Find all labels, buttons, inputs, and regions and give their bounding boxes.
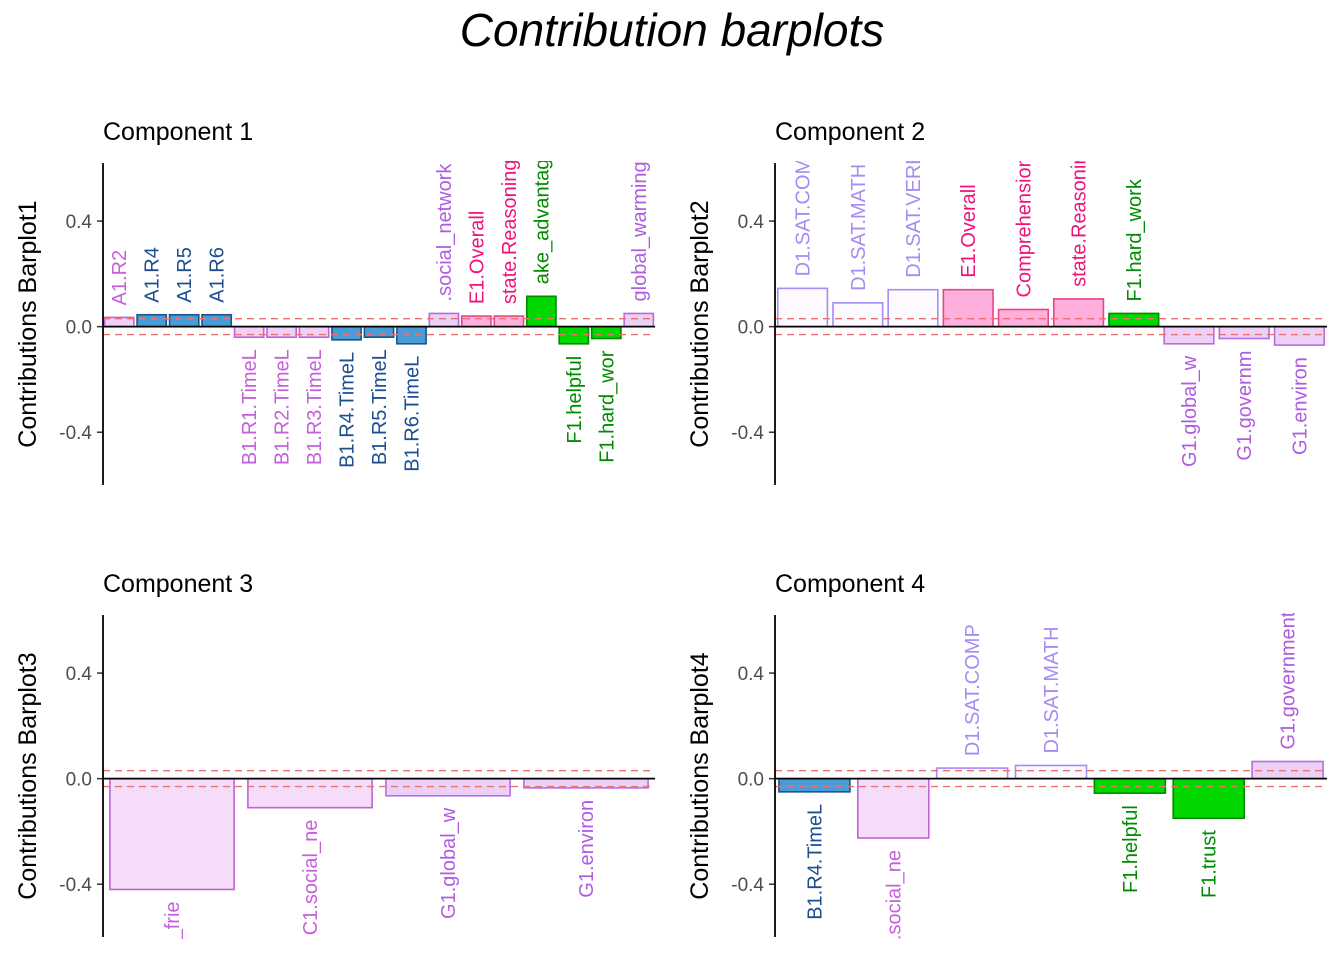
bar-label: .social_network <box>434 163 456 302</box>
bar-label: B1.R4.TimeL <box>804 804 826 920</box>
bar-label: G1.global_w <box>1179 355 1201 467</box>
bar-label: D1.SAT.MATH <box>1041 626 1063 753</box>
bar-label: F1.trust <box>1199 830 1221 898</box>
bar <box>1052 298 1105 328</box>
bar-label: D1.SAT.VERBAL <box>903 127 925 278</box>
bar-labels: D1.SAT.COMP D1.SAT.MATH D1.SAT.VERBAL E1.Ov… <box>793 127 1312 467</box>
bar-label: B1.R6.TimeL <box>401 356 423 472</box>
bar-label: state.Reasoning <box>499 160 521 305</box>
bar-label: A1.R4 <box>142 247 164 303</box>
bar-label: F1.hard_wor <box>596 350 618 463</box>
y-tick-label: 0.4 <box>738 212 765 233</box>
bar <box>935 767 1009 780</box>
bar <box>363 325 395 338</box>
bar-label: E1.Overall <box>466 211 488 304</box>
bar <box>298 325 330 338</box>
y-tick-label: -0.4 <box>731 875 764 896</box>
bar <box>1273 325 1326 346</box>
bar-label: G1.government <box>1278 611 1300 749</box>
bar-label: C1.social_ne <box>883 850 905 960</box>
bar-label: G1.governm <box>1234 351 1256 461</box>
y-axis-title: Contributions Barplot4 <box>686 652 714 899</box>
y-tick-label: -0.4 <box>731 423 764 444</box>
bar <box>247 777 373 809</box>
bar <box>168 313 200 328</box>
bar <box>1218 325 1270 340</box>
panel-4: Component 4 Contributions Barplot4 -0.4 0.0… <box>686 570 1327 960</box>
bar-label: B1.R3.TimeL <box>304 349 326 465</box>
bar <box>525 295 557 328</box>
bar <box>428 312 460 328</box>
y-tick-label: 0.0 <box>738 318 764 339</box>
y-tick-label: 0.4 <box>738 664 765 685</box>
bar <box>623 312 655 328</box>
bar <box>887 288 939 328</box>
panel-title: Component 2 <box>775 118 925 146</box>
bar-label: F1.hard_work <box>1124 178 1146 301</box>
panel-2: Component 2 Contributions Barplot2 -0.4 0.0… <box>686 118 1327 485</box>
y-tick-label: -0.4 <box>59 875 92 896</box>
bar-labels: A1.R2 A1.R4 A1.R5 A1.R6 B1.R1.TimeL B1.R2.Tim… <box>109 147 651 472</box>
bar-label: G1.global_w <box>438 807 460 919</box>
bar-label: B1.R5.TimeL <box>369 349 391 465</box>
bar-label: B1.R4.TimeL <box>337 352 359 468</box>
y-tick-label: 0.4 <box>66 212 93 233</box>
bar-label: A1.R2 <box>109 250 131 306</box>
panel-title: Component 1 <box>103 118 253 146</box>
bar <box>460 315 492 328</box>
bar-label: A1.R5 <box>174 247 196 303</box>
figure-title: Contribution barplots <box>460 4 884 56</box>
bar <box>266 325 298 338</box>
y-axis-title: Contributions Barplot3 <box>14 652 42 899</box>
y-tick-label: 0.4 <box>66 664 93 685</box>
bar-labels: C1.close_frie C1.social_ne G1.global_w G1.e… <box>162 800 598 960</box>
bar-label: C1.social_ne <box>300 820 322 936</box>
y-axis-title: Contributions Barplot2 <box>686 200 714 447</box>
bar-label: D1.SAT.MATH <box>848 164 870 291</box>
bar <box>136 313 168 328</box>
y-tick-label: 0.0 <box>66 770 92 791</box>
bar-label: global_warming <box>629 161 651 301</box>
bar <box>942 288 994 328</box>
panel-title: Component 3 <box>103 570 253 598</box>
panel-1: Component 1 Contributions Barplot1 -0.4 0.0… <box>14 118 655 485</box>
bar-label: Comprehension <box>1013 156 1035 297</box>
bar-labels: B1.R4.TimeL C1.social_ne D1.SAT.COMP D1.SAT… <box>804 611 1300 960</box>
bar-label: D1.SAT.COMP <box>962 624 984 756</box>
bar <box>493 315 525 328</box>
bar <box>233 325 265 338</box>
panels-group: Component 1 Contributions Barplot1 -0.4 0.0… <box>14 118 1327 960</box>
y-tick-label: 0.0 <box>738 770 764 791</box>
bar <box>201 313 233 328</box>
bar-label: B1.R2.TimeL <box>272 349 294 465</box>
bar <box>1251 760 1324 780</box>
bar-label: ake_advantage <box>531 147 553 284</box>
bar <box>778 777 851 793</box>
y-tick-label: 0.0 <box>66 318 92 339</box>
bar <box>331 325 362 341</box>
bar-label: G1.environ <box>1289 357 1311 455</box>
y-axis-title: Contributions Barplot1 <box>14 200 42 447</box>
bar <box>832 302 884 328</box>
panel-3: Component 3 Contributions Barplot3 -0.4 0.0… <box>14 570 655 960</box>
bar-label: E1.Overall <box>958 184 980 277</box>
y-tick-label: -0.4 <box>59 423 92 444</box>
bar-label: G1.environ <box>576 800 598 898</box>
bar <box>1172 777 1245 820</box>
bar-label: F1.helpful <box>564 356 586 444</box>
bar-label: state.Reasoning <box>1069 142 1091 287</box>
bar-label: B1.R1.TimeL <box>239 349 261 465</box>
bar <box>1014 764 1088 780</box>
bar-label: D1.SAT.COMP <box>793 144 815 276</box>
bar <box>590 325 622 340</box>
bar <box>1108 312 1160 328</box>
bar <box>776 287 829 328</box>
bar-label: A1.R6 <box>207 247 229 303</box>
bar <box>856 777 930 839</box>
bar-label: C1.close_frie <box>162 901 184 960</box>
bar <box>109 777 235 891</box>
panel-title: Component 4 <box>775 570 925 598</box>
bar-label: F1.helpful <box>1120 805 1142 893</box>
